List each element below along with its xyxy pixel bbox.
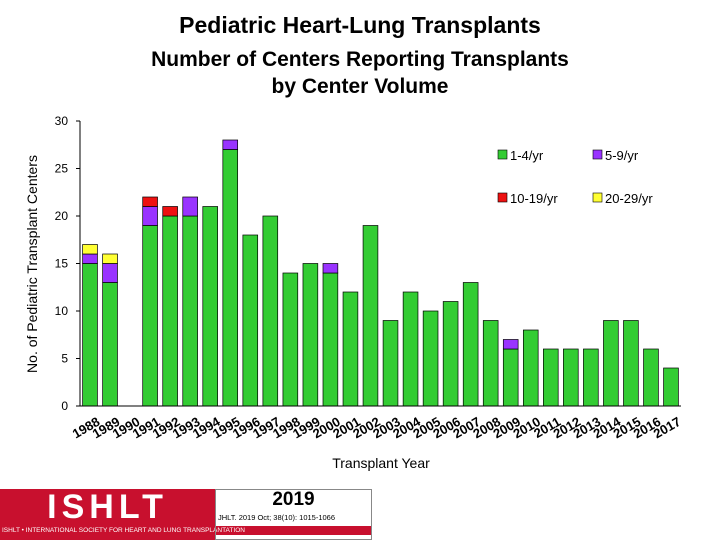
bar-1988-series-1	[82, 253, 98, 264]
bar-1991-series-2	[142, 196, 158, 207]
bar-2007-series-0	[462, 282, 479, 407]
y-tick-label-0: 0	[61, 399, 68, 413]
y-tick-label-25: 25	[55, 162, 69, 176]
bar-2013-series-0	[583, 348, 599, 407]
bar-1993-series-0	[182, 215, 198, 407]
bar-2010-series-0	[522, 329, 539, 407]
x-axis-label: Transplant Year	[332, 455, 430, 471]
bar-2006-series-0	[442, 301, 459, 407]
y-tick-label-5: 5	[61, 352, 68, 366]
legend: 1-4/yr 5-9/yr 10-19/yr 20-29/yr	[497, 148, 653, 206]
bar-1994-series-0	[202, 206, 218, 407]
legend-swatch-1-4	[497, 149, 508, 160]
bar-2004-series-0	[402, 291, 419, 407]
bar-1998-series-0	[282, 272, 299, 407]
bar-1989-series-1	[102, 263, 118, 283]
bar-2011-series-0	[543, 348, 559, 407]
legend-label-20-29: 20-29/yr	[605, 191, 653, 206]
logo-wordmark: ISHLT	[47, 488, 168, 526]
bar-2015-series-0	[623, 320, 639, 407]
bar-1995-series-0	[222, 149, 239, 407]
ishlt-logo: ISHLT ISHLT • INTERNATIONAL SOCIETY FOR …	[0, 489, 372, 540]
legend-swatch-10-19	[497, 192, 508, 203]
y-tick-label-15: 15	[55, 257, 69, 271]
bar-2002-series-0	[362, 225, 379, 407]
bar-2009-series-0	[502, 348, 519, 407]
bar-2017-series-0	[663, 367, 679, 407]
bar-1989-series-0	[102, 282, 118, 407]
legend-label-5-9: 5-9/yr	[605, 148, 639, 163]
bar-1999-series-0	[302, 263, 319, 407]
logo-band-text: ISHLT • INTERNATIONAL SOCIETY FOR HEART …	[0, 526, 372, 535]
x-ticks: 1988198919901991199219931994199519961997…	[70, 414, 684, 442]
bar-2003-series-0	[382, 320, 399, 407]
bar-1992-series-2	[162, 206, 178, 217]
chart-subtitle-line2: by Center Volume	[271, 75, 449, 98]
y-tick-label-30: 30	[55, 114, 69, 128]
bar-2008-series-0	[482, 320, 499, 407]
y-ticks: 0 5 10 15 20 25 30	[55, 114, 80, 413]
bar-1992-series-0	[162, 215, 178, 407]
logo-citation: JHLT. 2019 Oct; 38(10): 1015-1066	[218, 513, 336, 522]
bar-2014-series-0	[603, 320, 619, 407]
bars-layer	[82, 139, 679, 407]
bar-1988-series-0	[82, 263, 98, 407]
bar-2000-series-1	[322, 263, 339, 274]
legend-label-10-19: 10-19/yr	[510, 191, 558, 206]
bar-1988-series-3	[82, 244, 98, 255]
bar-1991-series-1	[142, 206, 158, 226]
chart-subtitle-line1: Number of Centers Reporting Transplants	[151, 48, 569, 71]
y-tick-label-10: 10	[55, 304, 69, 318]
bar-1996-series-0	[242, 234, 259, 407]
bar-2009-series-1	[502, 339, 519, 350]
bar-1991-series-0	[142, 225, 158, 407]
legend-label-1-4: 1-4/yr	[510, 148, 544, 163]
bar-1993-series-1	[182, 196, 198, 217]
bar-1989-series-3	[102, 253, 118, 264]
legend-swatch-20-29	[592, 192, 603, 203]
y-axis-label: No. of Pediatric Transplant Centers	[24, 155, 40, 373]
bar-2016-series-0	[643, 348, 659, 407]
bar-2001-series-0	[342, 291, 359, 407]
chart-title: Pediatric Heart-Lung Transplants	[179, 12, 541, 38]
stacked-bar-chart: 0 5 10 15 20 25 30 198819891990199119921993199…	[24, 114, 684, 471]
bar-1997-series-0	[262, 215, 279, 407]
bar-2000-series-0	[322, 272, 339, 407]
bar-1995-series-1	[222, 139, 239, 150]
legend-swatch-5-9	[592, 149, 603, 160]
bar-2012-series-0	[563, 348, 579, 407]
y-tick-label-20: 20	[55, 209, 69, 223]
chart-subtitle: Number of Centers Reporting Transplants …	[0, 46, 720, 100]
logo-year: 2019	[272, 489, 315, 510]
bar-2005-series-0	[422, 310, 439, 407]
